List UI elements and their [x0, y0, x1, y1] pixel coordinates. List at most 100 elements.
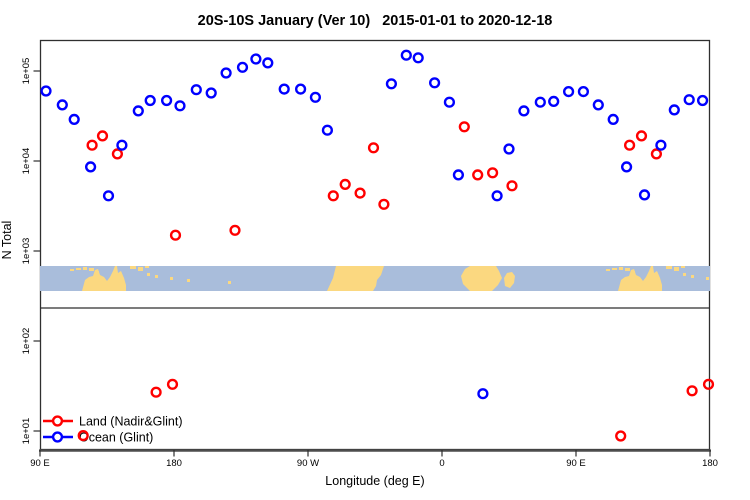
data-point-ocean [309, 91, 322, 103]
island-shape [625, 268, 630, 271]
land-shape [82, 266, 126, 291]
data-point-ocean [592, 99, 604, 111]
data-point-land [169, 229, 182, 241]
data-point-ocean [144, 94, 156, 107]
island-shape [619, 267, 623, 270]
data-point-ocean [262, 57, 274, 69]
land-shape [461, 266, 502, 291]
data-points [40, 49, 715, 442]
island-shape [83, 267, 87, 270]
y-axis-label: N Total [0, 221, 14, 260]
data-point-ocean [400, 49, 412, 61]
island-shape [612, 268, 617, 270]
land-shape [327, 266, 384, 291]
world-map-strip [40, 266, 710, 291]
data-point-land [166, 378, 179, 390]
data-point-ocean [278, 83, 290, 95]
data-point-ocean [683, 94, 695, 106]
data-point-ocean [443, 96, 456, 108]
data-point-land [615, 430, 627, 442]
data-point-land [86, 139, 98, 151]
data-point-ocean [491, 190, 503, 202]
data-point-ocean [190, 84, 202, 96]
island-shape [666, 266, 672, 269]
y-tick-label: 1e+05 [21, 58, 32, 85]
land-shape [504, 272, 515, 288]
data-point-ocean [518, 105, 530, 117]
data-point-land [367, 142, 380, 154]
island-shape [130, 266, 136, 269]
island-shape [155, 275, 158, 278]
data-point-land [487, 167, 499, 179]
x-tick-label: 90 E [30, 458, 50, 469]
island-shape [632, 271, 635, 273]
data-point-land [77, 430, 89, 442]
island-shape [70, 269, 74, 271]
land-group [70, 266, 173, 291]
data-point-ocean [607, 113, 619, 126]
island-shape [681, 266, 685, 268]
data-point-ocean [321, 124, 334, 136]
data-point-ocean [696, 94, 709, 107]
legend-land-label: Land (Nadir&Glint) [79, 415, 183, 429]
data-point-land [472, 169, 484, 181]
data-point-land [378, 198, 390, 210]
data-point-ocean [250, 53, 262, 65]
data-point-land [458, 121, 470, 133]
island-shape [89, 268, 94, 271]
x-tick-label: 0 [439, 458, 444, 469]
island-shape [606, 269, 610, 271]
island-shape [683, 273, 686, 276]
data-point-ocean [220, 67, 232, 79]
data-point-ocean [548, 95, 560, 108]
legend: Land (Nadir&Glint) Ocean (Glint) [43, 415, 183, 445]
legend-ocean-label: Ocean (Glint) [79, 431, 153, 445]
data-point-ocean [620, 161, 633, 173]
data-point-land [686, 385, 698, 397]
data-point-land [635, 130, 648, 142]
island-shape [96, 271, 99, 273]
data-point-ocean [205, 87, 217, 99]
data-point-land [150, 386, 162, 398]
data-point-ocean [477, 388, 489, 400]
x-axis-label: Longitude (deg E) [325, 474, 424, 488]
data-point-land [327, 190, 339, 202]
data-point-land [339, 178, 351, 191]
y-tick-label: 1e+01 [21, 418, 32, 445]
data-point-ocean [68, 113, 80, 126]
data-point-ocean [295, 83, 307, 95]
data-point-land [650, 148, 663, 160]
island-shape [170, 277, 173, 280]
data-point-land [96, 130, 109, 142]
data-point-ocean [84, 161, 97, 173]
data-point-ocean [236, 61, 249, 73]
data-point-ocean [638, 189, 651, 201]
data-point-ocean [562, 85, 575, 98]
island-shape [691, 275, 694, 278]
data-point-ocean [577, 85, 590, 98]
island-shape [147, 273, 150, 276]
x-tick-label: 180 [166, 458, 182, 469]
data-point-land [111, 148, 124, 160]
data-point-ocean [385, 78, 398, 90]
x-tick-label: 90 E [566, 458, 586, 469]
island-shape [138, 267, 143, 271]
data-point-ocean [412, 52, 424, 64]
data-point-ocean [534, 96, 546, 108]
y-tick-label: 1e+04 [21, 148, 32, 175]
x-tick-label: 180 [702, 458, 718, 469]
island-shape [706, 277, 709, 280]
data-point-ocean [102, 190, 115, 202]
legend-land-marker-icon [51, 415, 64, 427]
x-tick-label: 90 W [297, 458, 319, 469]
data-point-ocean [668, 104, 680, 116]
plot-border [39, 39, 711, 451]
y-tick-label: 1e+03 [21, 238, 32, 265]
legend-ocean-marker-icon [51, 431, 64, 443]
y-tick-label: 1e+02 [21, 328, 32, 355]
island-shape [228, 281, 231, 284]
data-point-ocean [132, 105, 144, 117]
data-point-ocean [429, 77, 441, 89]
